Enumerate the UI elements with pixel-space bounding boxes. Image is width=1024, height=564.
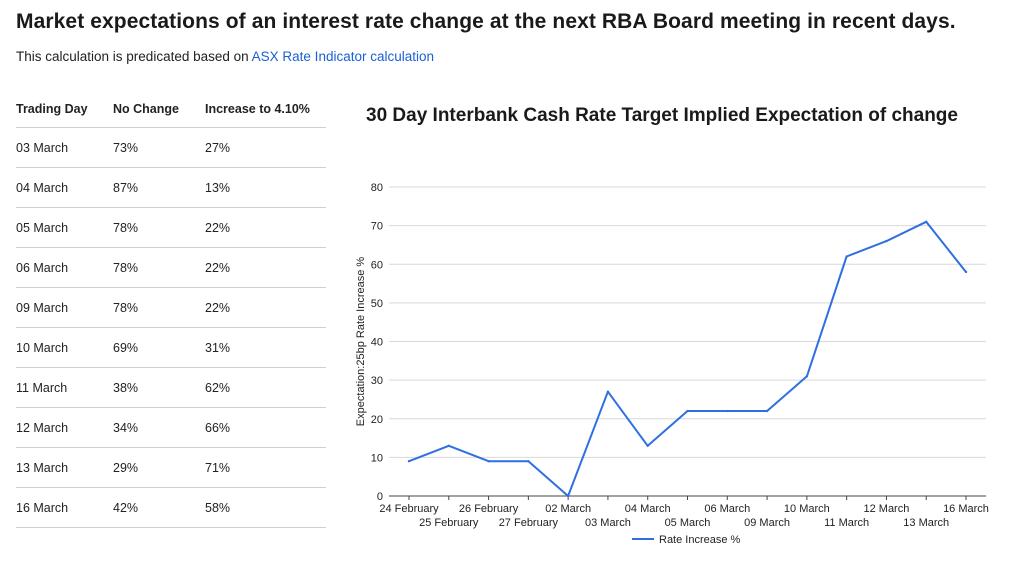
subtitle-text: This calculation is predicated based on <box>16 49 252 64</box>
x-tick-label: 25 February <box>419 517 479 529</box>
data-point <box>765 409 769 413</box>
table-row: 06 March 78% 22% <box>16 247 326 288</box>
data-point <box>964 270 968 274</box>
x-tick-label: 11 March <box>824 517 869 529</box>
data-point <box>885 239 888 243</box>
data-point <box>925 220 928 223</box>
cell-trading-day: 04 March <box>16 167 113 208</box>
table-row: 12 March 34% 66% <box>16 407 326 448</box>
cell-increase: 66% <box>205 407 326 448</box>
y-tick-label: 50 <box>371 298 383 310</box>
asx-rate-indicator-link[interactable]: ASX Rate Indicator calculation <box>251 49 435 64</box>
y-tick-label: 0 <box>377 491 383 503</box>
y-tick-label: 40 <box>371 337 383 349</box>
cell-no-change: 38% <box>113 367 205 408</box>
data-point <box>805 375 809 378</box>
header-trading-day: Trading Day <box>16 91 113 128</box>
y-tick-label: 80 <box>371 182 383 194</box>
x-tick-label: 16 March <box>943 503 989 515</box>
cell-no-change: 78% <box>113 247 205 288</box>
data-point <box>447 444 450 447</box>
cell-increase: 62% <box>205 367 326 408</box>
cell-trading-day: 16 March <box>16 487 113 528</box>
table-header-row: Trading Day No Change Increase to 4.10% <box>16 91 326 128</box>
series-line <box>408 220 967 497</box>
x-tick-label: 10 March <box>784 503 830 515</box>
data-point <box>726 409 729 413</box>
cell-increase: 13% <box>205 167 326 208</box>
data-point <box>527 460 530 463</box>
cell-trading-day: 11 March <box>16 367 113 408</box>
cell-increase: 22% <box>205 207 326 248</box>
x-tick-label: 05 March <box>665 517 711 529</box>
data-point <box>566 494 570 498</box>
subtitle: This calculation is predicated based on … <box>16 49 434 64</box>
cell-increase: 22% <box>205 287 326 328</box>
cell-trading-day: 05 March <box>16 207 113 248</box>
data-point <box>487 460 490 463</box>
data-point <box>686 409 689 413</box>
cell-no-change: 87% <box>113 167 205 208</box>
cell-increase: 58% <box>205 487 326 528</box>
cell-no-change: 29% <box>113 447 205 488</box>
cell-increase: 27% <box>205 127 326 168</box>
cell-no-change: 78% <box>113 207 205 248</box>
y-tick-label: 60 <box>371 259 383 271</box>
y-tick-label: 30 <box>371 375 383 387</box>
x-tick-label: 13 March <box>903 517 949 529</box>
legend-label: Rate Increase % <box>659 534 741 546</box>
data-point <box>407 460 411 463</box>
cell-increase: 22% <box>205 247 326 288</box>
x-tick-label: 24 February <box>379 503 439 515</box>
table-row: 11 March 38% 62% <box>16 367 326 408</box>
table-row: 10 March 69% 31% <box>16 327 326 368</box>
table-row: 05 March 78% 22% <box>16 207 326 248</box>
header-no-change: No Change <box>113 91 205 128</box>
cell-trading-day: 12 March <box>16 407 113 448</box>
cell-increase: 71% <box>205 447 326 488</box>
y-tick-label: 70 <box>371 221 383 233</box>
x-tick-label: 06 March <box>704 503 750 515</box>
x-tick-label: 04 March <box>625 503 671 515</box>
data-point <box>646 444 649 447</box>
x-tick-label: 03 March <box>585 517 631 529</box>
cell-trading-day: 10 March <box>16 327 113 368</box>
table-row: 09 March 78% 22% <box>16 287 326 328</box>
y-tick-label: 20 <box>371 414 383 426</box>
line-chart: 0 10 20 30 40 50 60 70 80 Expectation:25bp Rate I… <box>355 182 989 546</box>
cell-trading-day: 13 March <box>16 447 113 488</box>
y-tick-label: 10 <box>371 452 383 464</box>
rate-expectations-table: Trading Day No Change Increase to 4.10% … <box>16 91 326 528</box>
table-row: 03 March 73% 27% <box>16 127 326 168</box>
table-row: 13 March 29% 71% <box>16 447 326 488</box>
cell-no-change: 42% <box>113 487 205 528</box>
x-tick-label: 27 February <box>499 517 559 529</box>
y-axis-title: Expectation:25bp Rate Increase % <box>355 257 367 427</box>
data-point <box>606 390 610 393</box>
page-title: Market expectations of an interest rate … <box>16 10 956 33</box>
x-tick-label: 09 March <box>744 517 790 529</box>
cell-increase: 31% <box>205 327 326 368</box>
data-point <box>845 255 848 258</box>
cell-trading-day: 09 March <box>16 287 113 328</box>
cell-no-change: 34% <box>113 407 205 448</box>
x-tick-label: 26 February <box>459 503 519 515</box>
cell-no-change: 73% <box>113 127 205 168</box>
cell-no-change: 69% <box>113 327 205 368</box>
table-row: 04 March 87% 13% <box>16 167 326 208</box>
cell-no-change: 78% <box>113 287 205 328</box>
x-tick-label: 02 March <box>545 503 591 515</box>
header-increase: Increase to 4.10% <box>205 91 326 128</box>
cell-trading-day: 06 March <box>16 247 113 288</box>
chart-title: 30 Day Interbank Cash Rate Target Implie… <box>366 105 958 126</box>
x-tick-label: 12 March <box>863 503 909 515</box>
table-row: 16 March 42% 58% <box>16 487 326 528</box>
cell-trading-day: 03 March <box>16 127 113 168</box>
